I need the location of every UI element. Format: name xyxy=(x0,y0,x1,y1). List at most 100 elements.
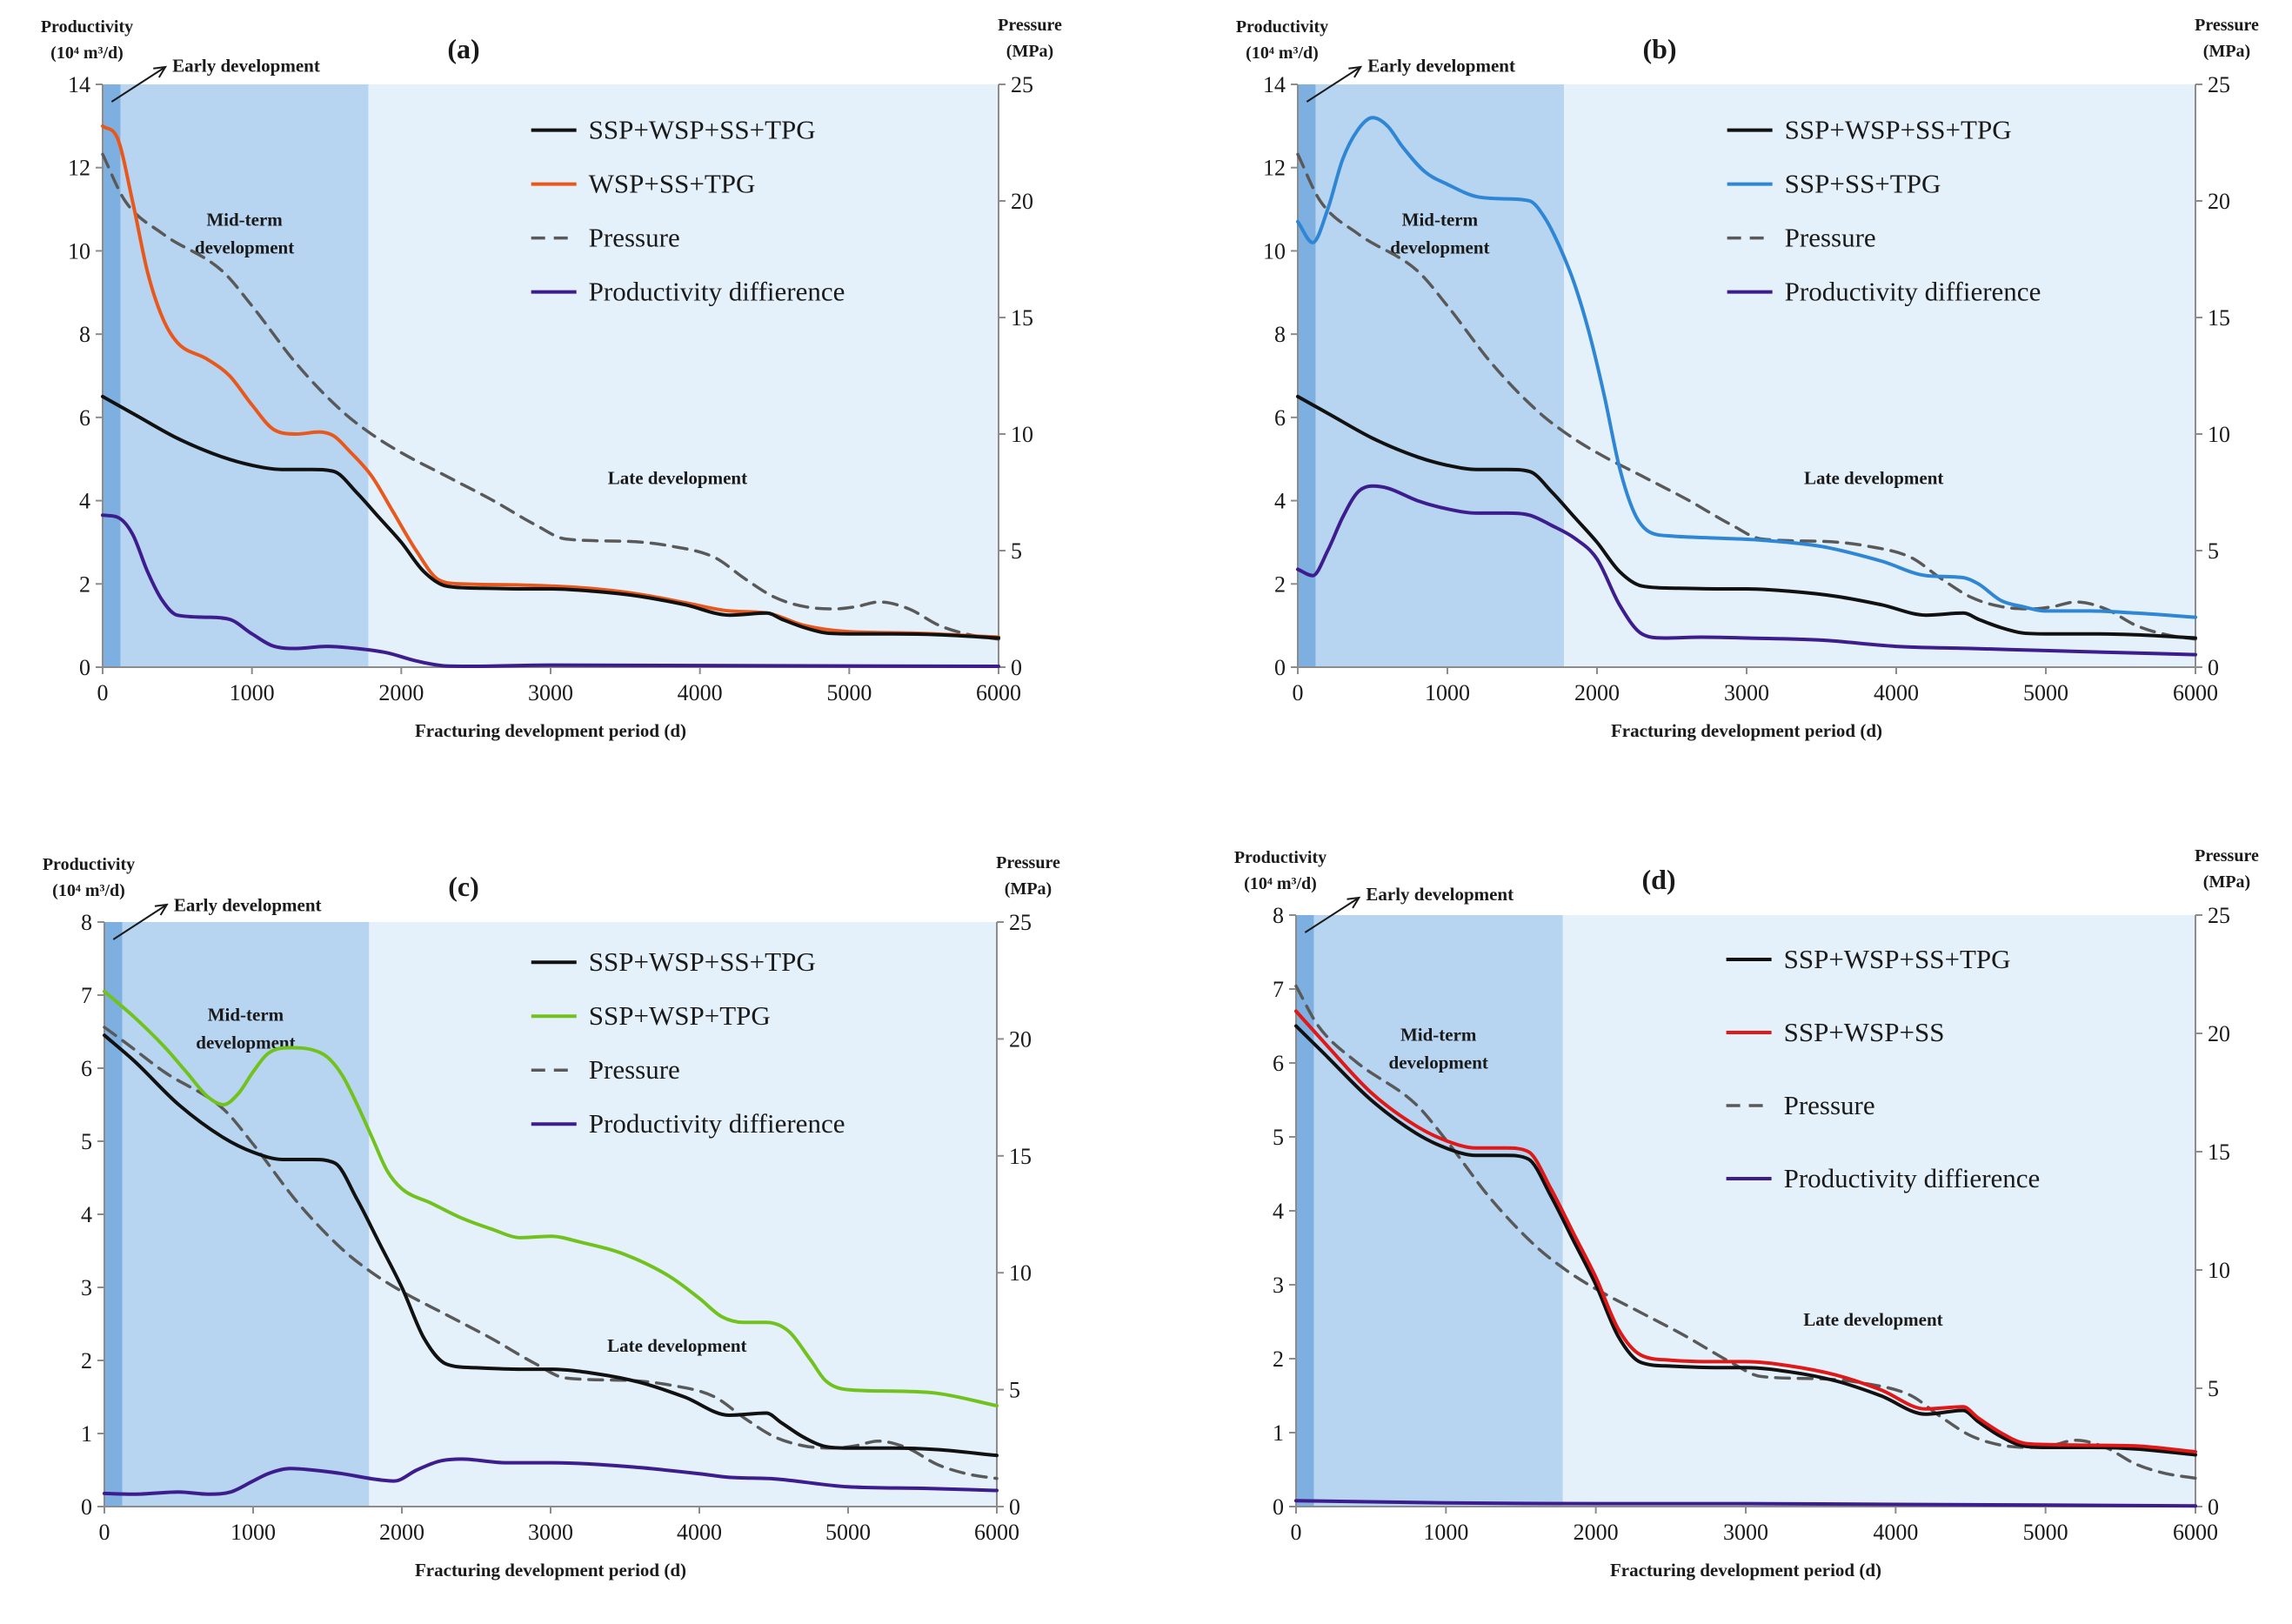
x-tick-label: 3000 xyxy=(528,1520,573,1545)
y-left-tick-label: 8 xyxy=(1274,322,1286,347)
x-tick-label: 0 xyxy=(1291,1520,1302,1545)
series-line-pressure xyxy=(1296,152,2197,641)
y-right-tick-label: 5 xyxy=(2208,538,2219,564)
region-mid-term-band xyxy=(122,922,370,1507)
y-right-tick-label: 0 xyxy=(2208,655,2219,680)
region-early-label: Early development xyxy=(1367,56,1515,77)
region-mid-term-label: development xyxy=(1390,237,1489,258)
y-right-tick-label: 15 xyxy=(1009,1144,1032,1169)
x-tick-label: 5000 xyxy=(2023,1520,2068,1545)
x-axis-title: Fracturing development period (d) xyxy=(1610,1560,1881,1581)
region-mid-term-label: development xyxy=(195,237,294,258)
y-left-tick-label: 5 xyxy=(81,1129,92,1154)
x-axis-title: Fracturing development period (d) xyxy=(415,1560,686,1581)
x-tick-label: 6000 xyxy=(974,1520,1019,1545)
y-left-tick-label: 8 xyxy=(79,322,90,347)
region-early-label: Early development xyxy=(174,894,322,915)
region-mid-term-label: Mid-term xyxy=(1400,1025,1477,1046)
y-left-tick-label: 1 xyxy=(1273,1420,1284,1446)
x-tick-label: 2000 xyxy=(378,680,424,705)
y-left-tick-label: 14 xyxy=(1263,72,1286,97)
legend-label: Pressure xyxy=(589,1054,680,1085)
y-right-tick-label: 10 xyxy=(1011,422,1033,447)
region-late-label: Late development xyxy=(608,467,747,488)
early-arrow-line xyxy=(1306,66,1361,103)
region-late-label: Late development xyxy=(1803,1309,1942,1330)
y-left-tick-label: 7 xyxy=(81,983,92,1008)
y-right-tick-label: 25 xyxy=(2208,903,2230,928)
y-left-tick-label: 6 xyxy=(81,1056,92,1081)
x-tick-label: 1000 xyxy=(1425,680,1470,705)
legend-label: Productivity diffierence xyxy=(1785,277,2041,307)
series-line-ssp-wsp-ss-tpg xyxy=(103,1033,999,1458)
region-mid-term-label: Mid-term xyxy=(206,210,283,231)
region-late-label: Late development xyxy=(1804,467,1943,488)
early-arrow-head xyxy=(153,65,168,78)
legend-label: Productivity diffierence xyxy=(1784,1163,2041,1193)
y-left-axis-title: Productivity xyxy=(43,855,135,874)
legend-label: Pressure xyxy=(589,223,680,253)
x-tick-label: 4000 xyxy=(677,1520,722,1545)
y-left-tick-label: 3 xyxy=(1273,1273,1284,1298)
y-right-tick-label: 25 xyxy=(1009,910,1032,935)
y-left-tick-label: 6 xyxy=(79,405,90,431)
y-left-tick-label: 3 xyxy=(81,1275,92,1300)
y-right-tick-label: 15 xyxy=(2208,305,2230,331)
region-late-band xyxy=(368,84,999,667)
y-left-tick-label: 4 xyxy=(1273,1199,1284,1224)
y-left-tick-label: 8 xyxy=(1273,903,1284,928)
panel-label: (a) xyxy=(447,33,479,64)
y-left-tick-label: 8 xyxy=(81,910,92,935)
legend-label: SSP+WSP+SS xyxy=(1784,1017,1945,1047)
legend-label: SSP+SS+TPG xyxy=(1785,169,1941,199)
legend-label: Productivity diffierence xyxy=(589,1108,845,1139)
y-left-tick-label: 0 xyxy=(79,655,90,680)
y-left-tick-label: 7 xyxy=(1273,977,1284,1002)
early-arrow-line xyxy=(110,66,166,103)
x-axis-title: Fracturing development period (d) xyxy=(415,720,686,741)
x-tick-label: 2000 xyxy=(1574,1520,1619,1545)
y-right-axis-title: Pressure xyxy=(2195,16,2259,35)
y-right-tick-label: 0 xyxy=(1011,655,1022,680)
x-tick-label: 1000 xyxy=(230,680,275,705)
legend-label: SSP+WSP+SS+TPG xyxy=(1784,944,2011,974)
y-right-tick-label: 0 xyxy=(1009,1494,1020,1520)
early-arrow-head xyxy=(154,903,169,916)
series-line-ssp-wsp-ss-tpg xyxy=(101,394,1000,640)
legend-label: Pressure xyxy=(1785,223,1876,253)
x-tick-label: 6000 xyxy=(2173,680,2218,705)
legend-label: SSP+WSP+SS+TPG xyxy=(589,946,816,977)
panel-b: Mid-term development Late development Early… xyxy=(1236,16,2259,741)
early-arrow-line xyxy=(112,904,168,940)
y-right-tick-label: 20 xyxy=(2208,1021,2230,1046)
y-right-tick-label: 0 xyxy=(2208,1494,2219,1520)
region-early-band xyxy=(1296,915,1314,1507)
x-tick-label: 3000 xyxy=(528,680,573,705)
region-mid-term-label: development xyxy=(1389,1053,1488,1073)
x-tick-label: 5000 xyxy=(825,1520,871,1545)
x-tick-label: 4000 xyxy=(678,680,723,705)
y-left-tick-label: 4 xyxy=(79,489,90,514)
region-mid-term-label: Mid-term xyxy=(1402,210,1479,231)
y-right-axis-title: (MPa) xyxy=(2203,872,2250,892)
panel-a: Mid-term development Late development Early… xyxy=(41,16,1062,741)
series-line-productivity-diffierence xyxy=(101,513,1000,668)
y-right-tick-label: 5 xyxy=(1011,538,1022,564)
region-late-band xyxy=(1562,915,2195,1507)
y-right-tick-label: 20 xyxy=(1009,1026,1032,1052)
y-right-tick-label: 5 xyxy=(2208,1376,2219,1401)
series-line-ssp-ss-tpg xyxy=(1296,116,2197,619)
y-left-tick-label: 2 xyxy=(1274,571,1286,597)
x-axis-title: Fracturing development period (d) xyxy=(1611,720,1882,741)
y-left-axis-title: (10⁴ m³/d) xyxy=(52,881,125,900)
y-right-axis-title: Pressure xyxy=(996,853,1060,872)
y-left-axis-title: Productivity xyxy=(1234,848,1326,867)
series-line-ssp-wsp-ss-tpg xyxy=(1294,1024,2197,1457)
region-late-band xyxy=(1564,84,2195,667)
y-left-tick-label: 1 xyxy=(81,1421,92,1447)
y-left-tick-label: 14 xyxy=(68,72,90,97)
y-left-axis-title: Productivity xyxy=(41,17,133,37)
x-tick-label: 1000 xyxy=(231,1520,276,1545)
